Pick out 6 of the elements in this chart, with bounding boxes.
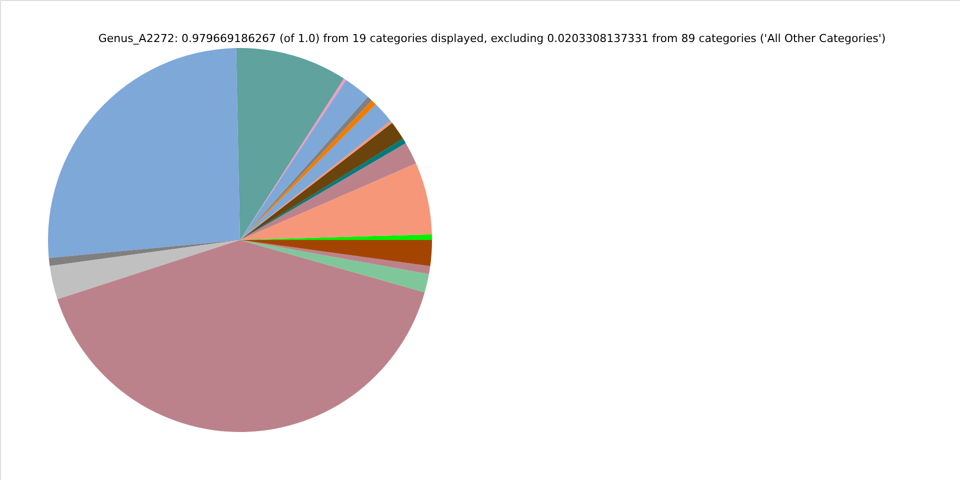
pie-slice <box>48 240 240 266</box>
pie-slice <box>236 48 344 240</box>
text: Genus_A2272: 0.979669186267 (of 1.0) from 19 categories displayed, excluding 0.0203308137331 from 89 categories ('All Other Categories') <box>98 32 886 45</box>
pie-slice <box>50 240 240 300</box>
pie-slice <box>240 240 432 266</box>
pie-slice <box>240 240 429 292</box>
